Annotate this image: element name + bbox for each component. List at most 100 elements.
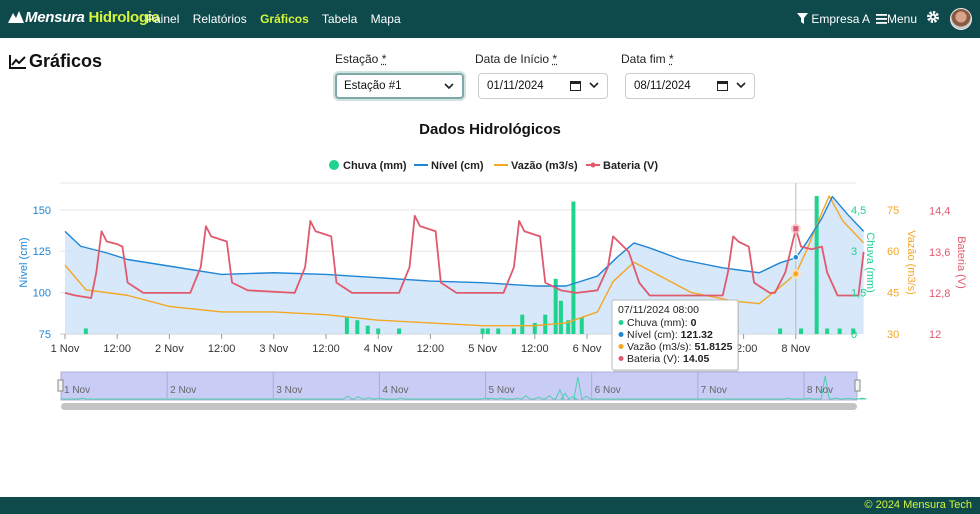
line-chart-icon <box>9 55 26 69</box>
chuva-bar <box>799 328 804 334</box>
navigator-tick-label: 7 Nov <box>701 385 727 396</box>
station-label: Estação * <box>335 52 387 66</box>
company-name: Empresa A <box>811 12 871 26</box>
company-selector[interactable]: Empresa A <box>797 12 870 26</box>
vazao-axis-title: Vazão (m3/s) <box>905 230 917 295</box>
navigator-tick-label: 2 Nov <box>170 385 196 396</box>
chuva-bar <box>355 320 360 334</box>
legend-label: Vazão (m3/s) <box>511 160 578 172</box>
chuva-bar <box>851 328 856 334</box>
plot-area <box>64 183 865 334</box>
menu-button[interactable]: Menu <box>876 12 917 26</box>
chuva-bar <box>837 328 842 334</box>
x-tick-label: 6 Nov <box>573 343 602 355</box>
nivel-area <box>65 196 864 334</box>
main-nav: Painel Relatórios Gráficos Tabela Mapa <box>146 12 411 26</box>
x-tick-label: 4 Nov <box>364 343 393 355</box>
chart-title: Dados Hidrológicos <box>419 121 561 138</box>
station-select-value: Estação #1 <box>344 80 402 92</box>
legend-marker-dot <box>590 162 596 168</box>
vazao-line <box>64 195 865 327</box>
navigator-selection <box>60 371 858 401</box>
bateria-tick-label: 12,8 <box>929 288 950 300</box>
chuva-bar <box>532 322 537 334</box>
tooltip-value: 14.05 <box>683 353 709 365</box>
navigator-handle-left[interactable] <box>57 379 64 392</box>
chuva-tick-label: 3 <box>851 246 857 258</box>
tooltip-row: Chuva (mm): 0 <box>627 317 697 329</box>
avatar[interactable] <box>950 8 972 30</box>
x-tick-label: 12:00 <box>521 343 549 355</box>
chuva-bar <box>558 300 563 334</box>
brand-name-hidrologia: Hidrologia <box>88 9 160 26</box>
x-tick-label: 8 Nov <box>781 343 810 355</box>
x-tick-label: 3 Nov <box>259 343 288 355</box>
footer: © 2024 Mensura Tech <box>0 497 980 514</box>
x-tick-label: 5 Nov <box>468 343 497 355</box>
x-tick-label: 12:00 <box>312 343 340 355</box>
end-date-value: 08/11/2024 <box>634 80 691 92</box>
chuva-tick-label: 4,5 <box>851 205 866 217</box>
vazao-tick-label: 30 <box>887 329 899 341</box>
start-date-value: 01/11/2024 <box>487 80 544 92</box>
nivel-tick-label: 75 <box>39 329 51 341</box>
x-tick-label: 12:00 <box>208 343 236 355</box>
end-date-field[interactable]: 08/11/2024 <box>625 73 755 99</box>
navigator-tick-label: 4 Nov <box>382 385 408 396</box>
navigator-scrollbar[interactable] <box>61 403 857 410</box>
tooltip-dot <box>618 344 624 349</box>
nav-link-mapa[interactable]: Mapa <box>370 12 401 26</box>
tooltip-row: Nível (cm): 121.32 <box>627 329 713 341</box>
chevron-down-icon <box>736 82 746 89</box>
menu-label: Menu <box>887 12 918 26</box>
station-select[interactable]: Estação #1 <box>335 73 464 99</box>
bateria-tick-label: 14,4 <box>929 206 950 218</box>
nivel-axis-title: Nível (cm) <box>18 237 30 287</box>
calendar-icon[interactable] <box>570 80 581 91</box>
x-tick-label: 12:00 <box>103 343 131 355</box>
tooltip-dot <box>618 356 624 361</box>
calendar-icon[interactable] <box>717 80 728 91</box>
nav-link-painel[interactable]: Painel <box>146 12 180 26</box>
tooltip-value: 121.32 <box>681 329 713 341</box>
nav-link-tabela[interactable]: Tabela <box>321 12 358 26</box>
nav-link-graficos[interactable]: Gráficos <box>260 12 309 26</box>
nivel-tick-label: 150 <box>33 205 51 217</box>
navigator-tick-label: 1 Nov <box>64 385 90 396</box>
chuva-bar <box>553 278 558 334</box>
navigator-handle-right[interactable] <box>854 379 861 392</box>
hydro-chart[interactable]: Chuva (mm) Nível (cm) Vazão (m3/s) Bateria … <box>0 150 980 485</box>
legend-label: Bateria (V) <box>603 160 658 172</box>
chuva-bar <box>825 328 830 334</box>
chuva-tick-label: 0 <box>851 329 857 341</box>
chart-axes: 1 Nov 12:00 2 Nov 12:00 3 Nov 12:00 4 Nov 12:00… <box>18 205 967 355</box>
chuva-bar <box>579 317 584 334</box>
filter-icon <box>797 13 808 24</box>
navigator-series <box>61 375 867 400</box>
start-date-field[interactable]: 01/11/2024 <box>478 73 608 99</box>
navigator-tick-label: 3 Nov <box>276 385 302 396</box>
hamburger-icon <box>876 14 887 24</box>
range-navigator[interactable]: 1 Nov 2 Nov 3 Nov 4 Nov 5 Nov 6 Nov 7 Nov 8 Nov <box>57 371 867 410</box>
tooltip-dot <box>618 332 624 337</box>
nivel-tick-label: 125 <box>33 246 51 258</box>
bateria-tick-label: 12 <box>929 329 941 341</box>
vazao-tick-label: 75 <box>887 205 899 217</box>
mountain-logo-icon <box>8 11 24 23</box>
x-tick-label: 1 Nov <box>51 343 80 355</box>
start-date-label: Data de Início * <box>475 52 558 66</box>
chuva-bar <box>344 317 349 334</box>
top-navbar: Mensura Hidrologia Painel Relatórios Grá… <box>0 0 980 38</box>
nav-link-relatorios[interactable]: Relatórios <box>192 12 247 26</box>
gear-icon[interactable] <box>926 10 940 24</box>
chuva-bar <box>397 328 402 334</box>
chevron-down-icon <box>589 82 599 89</box>
bateria-tick-label: 13,6 <box>929 247 950 259</box>
chuva-bar <box>376 328 381 334</box>
tooltip-row: Bateria (V): 14.05 <box>627 353 709 365</box>
x-tick-label: 2 Nov <box>155 343 184 355</box>
chuva-bar <box>83 328 88 334</box>
brand-logo[interactable]: Mensura Hidrologia <box>8 9 160 26</box>
tooltip-box <box>611 299 739 371</box>
bateria-line <box>64 214 865 299</box>
